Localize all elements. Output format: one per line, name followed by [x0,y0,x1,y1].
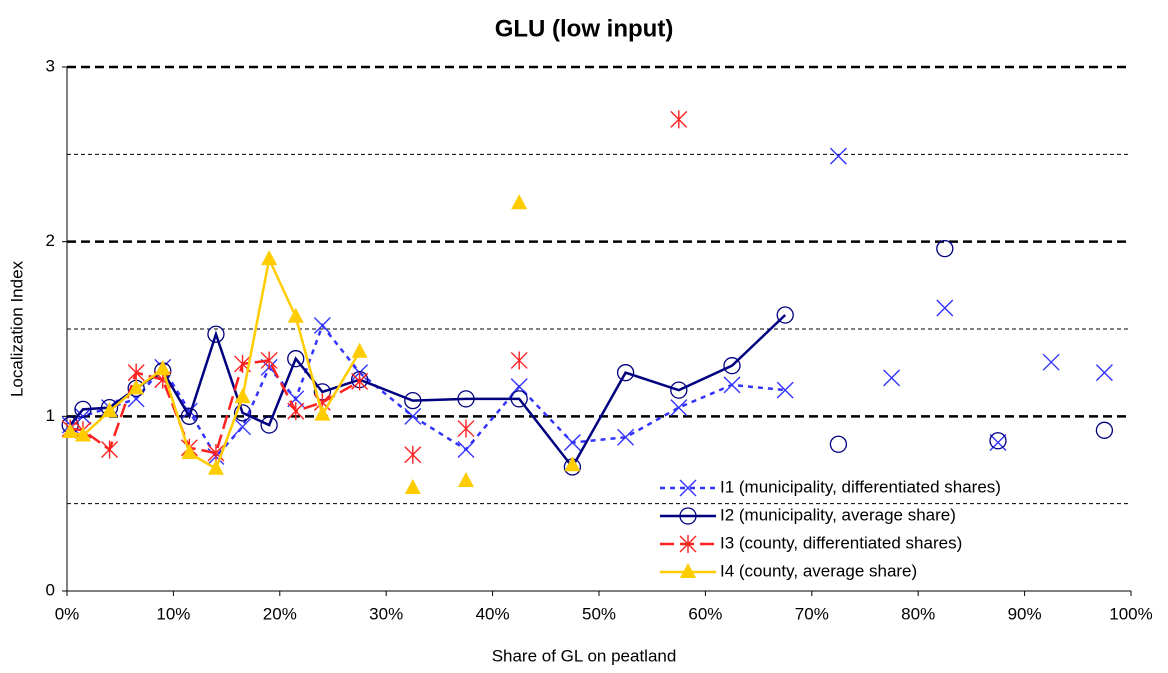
marker [74,400,92,418]
marker [154,360,171,376]
legend-label: I2 (municipality, average share) [720,505,956,524]
marker [510,351,528,370]
y-tick-label: 0 [46,580,55,599]
marker [181,444,198,460]
series-line [70,359,361,455]
marker [564,456,581,472]
legend-marker [679,479,697,497]
chart-title: GLU (low input) [495,15,674,42]
marker [101,402,118,418]
marker [101,440,119,459]
marker [207,459,224,475]
y-tick-label: 1 [46,406,55,425]
x-tick-label: 30% [369,604,403,623]
marker [260,416,278,434]
x-tick-label: 80% [901,604,935,623]
marker [457,419,475,438]
series-line [69,255,361,471]
x-tick-label: 40% [476,604,510,623]
legend-label: I3 (county, differentiated shares) [720,533,962,552]
legend-marker [679,507,697,525]
x-tick-label: 100% [1109,604,1152,623]
marker [457,390,475,408]
marker [287,350,305,368]
marker [776,306,794,324]
marker [74,426,91,442]
marker [936,240,954,258]
marker [723,357,741,375]
marker [829,435,848,453]
marker [883,369,901,387]
marker [287,390,305,408]
marker [314,405,331,421]
legend-marker [680,563,696,578]
legend-marker [679,535,697,553]
marker [234,388,251,404]
marker [616,364,635,382]
legend-label: I4 (county, average share) [720,561,917,580]
marker [287,402,305,421]
marker [989,434,1007,452]
x-tick-label: 70% [795,604,829,623]
x-tick-label: 50% [582,604,616,623]
marker [261,250,278,266]
marker [313,317,331,335]
marker [670,110,688,129]
marker [1095,364,1113,382]
marker [457,441,475,459]
marker [287,307,304,323]
x-tick-label: 90% [1008,604,1042,623]
marker [510,390,528,408]
marker [404,445,422,464]
marker [936,299,954,317]
marker [617,428,635,446]
marker [776,381,794,399]
x-tick-label: 10% [156,604,190,623]
marker [127,363,145,382]
marker [260,351,278,370]
marker [404,407,422,425]
marker [723,376,741,394]
marker [404,391,422,410]
y-axis-label: Localization Index [7,260,26,397]
marker [351,342,368,358]
marker [404,478,421,494]
marker [563,434,581,452]
x-tick-label: 20% [263,604,297,623]
marker [207,444,225,463]
marker [207,325,225,343]
marker [62,423,79,439]
marker [510,378,528,396]
marker [829,147,847,165]
x-axis-label: Share of GL on peatland [492,646,677,665]
marker [670,381,688,399]
marker [233,404,252,422]
x-tick-label: 0% [55,604,80,623]
y-tick-label: 3 [46,56,55,75]
marker [989,432,1007,450]
marker [128,379,145,395]
marker [1042,353,1060,371]
marker [234,418,252,436]
marker [511,194,528,210]
marker [1095,421,1114,439]
marker [180,407,199,425]
marker [458,471,474,487]
x-tick-label: 60% [688,604,722,623]
y-tick-label: 2 [46,231,55,250]
marker [670,399,688,417]
marker [351,372,369,391]
legend-label: I1 (municipality, differentiated shares) [720,477,1001,496]
